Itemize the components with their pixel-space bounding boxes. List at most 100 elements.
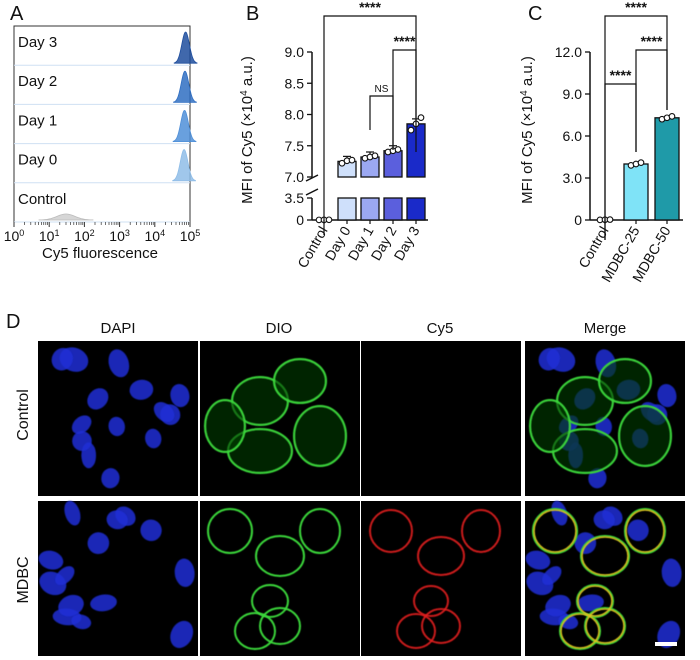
nucleus (593, 510, 615, 530)
panel-letter-d: D (6, 311, 20, 333)
panel-b-data-point (371, 152, 379, 160)
nucleus (145, 428, 162, 449)
panel-b-bar-lower (337, 197, 357, 221)
channel-title-dio: DIO (266, 320, 293, 337)
panel-b-y-tick-label: 8.5 (285, 75, 305, 91)
panel-b-significance-label: NS (375, 84, 389, 95)
nucleus (90, 594, 117, 612)
panel-b-y-tick-label: 8.0 (285, 107, 305, 123)
panel-letter-b: B (246, 3, 259, 25)
nucleus (72, 431, 92, 451)
hist-row-label: Day 0 (18, 152, 57, 169)
row-label-mdbc: MDBC (15, 556, 32, 603)
panel-b-axis-break-mark (305, 174, 319, 182)
cell-membrane-dio (251, 584, 289, 618)
cell-membrane-dio (559, 612, 601, 650)
panel-b-y-tick-label: 7.5 (285, 138, 305, 154)
cell-membrane-dio (273, 358, 327, 404)
panel-c-significance-label: **** (641, 33, 663, 49)
panel-b-y-tick-label: 9.0 (285, 44, 305, 60)
panel-c-y-tick-label: 0 (574, 212, 582, 228)
panel-c-bar-chart: MFI of Cy5 (×104 a.u.) 03.06.09.012.0 Co… (519, 0, 683, 285)
nucleus (71, 614, 92, 630)
nucleus (657, 620, 681, 649)
nucleus (140, 519, 162, 542)
hist-row-label: Day 1 (18, 112, 57, 129)
cell-membrane-dio (618, 405, 672, 467)
micrograph-background (361, 501, 521, 656)
micrograph-mdbc-merge (525, 500, 685, 656)
panel-b-significance-label: **** (394, 33, 416, 49)
panel-b-data-point (417, 114, 425, 121)
panel-b-data-point (348, 156, 356, 164)
hist-x-tick-label: 103 (109, 228, 130, 244)
panel-c-y-tick-label: 12.0 (555, 44, 582, 60)
cell-membrane-dio (299, 508, 341, 554)
nucleus (153, 402, 175, 423)
hist-peak-day-0 (172, 149, 196, 182)
cell-membrane-dio (598, 358, 652, 404)
row-label-control: Control (15, 389, 32, 441)
cell-membrane-cy5 (585, 608, 625, 644)
panel-b-axis-break-mark (305, 188, 319, 196)
nucleus (71, 415, 92, 434)
nucleus (101, 468, 120, 489)
micrograph-background (361, 341, 521, 496)
nucleus (51, 347, 73, 371)
nucleus (58, 594, 84, 617)
panel-b-bar-lower (360, 197, 380, 221)
hist-peak-day-2 (173, 70, 197, 103)
cell-membrane-dio (207, 508, 253, 554)
panel-c-data-point (668, 113, 676, 120)
cell-membrane-cy5 (533, 509, 577, 553)
cell-membrane-cy5 (396, 613, 436, 649)
hist-peak-day-3 (173, 31, 198, 64)
cell-membrane-cy5 (417, 536, 465, 576)
hist-x-tick-label: 100 (4, 228, 25, 244)
panel-b-significance-bracket (369, 95, 394, 145)
nucleus (38, 550, 64, 570)
nucleus (558, 614, 579, 630)
panel-c-significance-label: **** (610, 67, 632, 83)
micrograph-control-dapi (38, 341, 198, 496)
micrograph-mdbc-dapi (38, 500, 198, 656)
cell-membrane-cy5 (461, 509, 501, 553)
cell-membrane-dio (293, 405, 347, 467)
panel-c-y-tick-label: 6.0 (563, 128, 583, 144)
panel-c-significance-label: **** (625, 0, 647, 15)
nucleus (545, 594, 571, 617)
hist-row-label: Day 3 (18, 34, 57, 51)
micrograph-control-dio (200, 341, 360, 496)
hist-x-tick-label: 105 (180, 228, 201, 244)
panel-c-y-tick-label: 3.0 (563, 170, 583, 186)
panel-a-histogram: Day 3 Day 2 Day 1 Day 0 Control 100 101 102 103… (4, 25, 201, 262)
panel-b-y-tick-label: 7.0 (285, 169, 305, 185)
cell-membrane-dio (576, 584, 614, 618)
cell-membrane-cy5 (581, 536, 629, 576)
hist-row-label: Day 2 (18, 73, 57, 90)
nucleus (627, 519, 649, 542)
cell-membrane-cy5 (560, 613, 600, 649)
panel-b-bar-lower (383, 197, 403, 221)
nucleus (538, 347, 560, 371)
panel-b-significance-label: **** (359, 0, 381, 15)
nucleus (106, 510, 128, 530)
panel-b-bar-chart: MFI of Cy5 (×104 a.u.) 0 3.5 7.0 7.5 8.0 8.5 9… (239, 0, 428, 271)
cell-membrane-cy5 (421, 608, 461, 644)
hist-x-tick-label: 104 (145, 228, 166, 244)
panel-b-y-tick-label: 0 (296, 212, 304, 228)
panel-letter-c: C (528, 3, 542, 25)
nucleus (170, 384, 190, 408)
panel-b-data-point (394, 146, 402, 153)
micrograph-control-cy5 (361, 341, 521, 496)
panel-c-y-tick-label: 9.0 (563, 86, 583, 102)
hist-peak-day-1 (172, 109, 197, 142)
nucleus (551, 500, 568, 526)
cell-membrane-dio (234, 612, 276, 650)
cell-membrane-cy5 (577, 585, 613, 617)
panel-c-data-point (606, 216, 614, 223)
micrograph-mdbc-cy5 (361, 501, 521, 656)
micrograph-control-merge (525, 341, 685, 496)
cell-membrane-dio (580, 535, 630, 577)
